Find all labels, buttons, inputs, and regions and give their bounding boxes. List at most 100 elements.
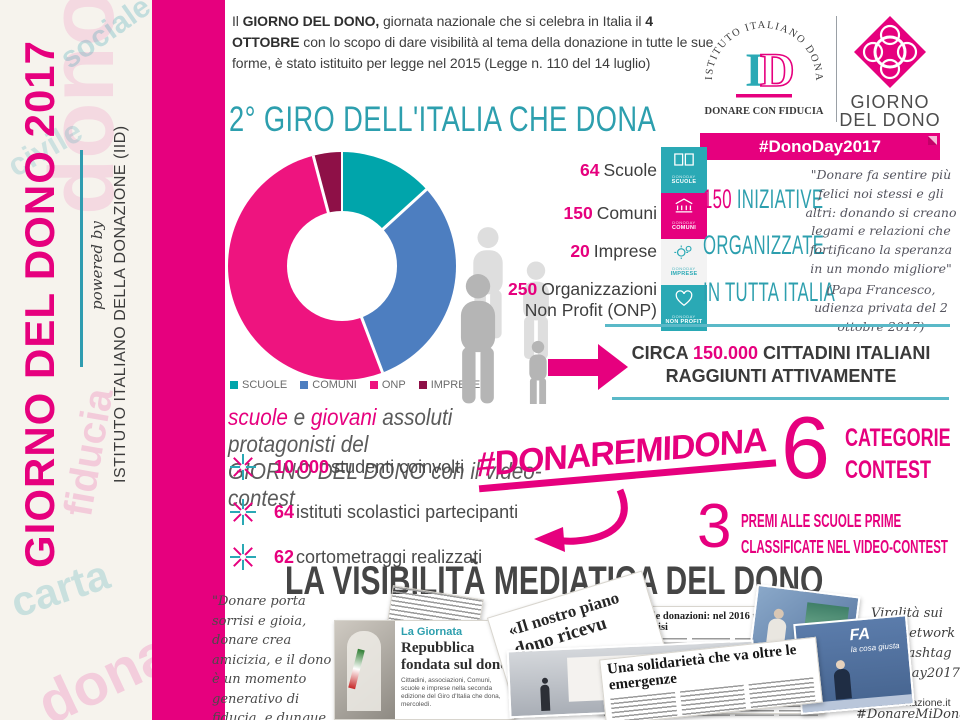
mattarella-quote: "Donare porta sorrisi e gioia, donare cr… xyxy=(212,592,340,720)
reach-number: 150.000 xyxy=(692,343,759,363)
stat-label: Organizzazioni Non Profit (ONP) xyxy=(524,279,657,320)
vc-heading-line1: scuole e giovani assoluti protagonisti d… xyxy=(228,404,561,458)
curvy-arrow xyxy=(555,488,628,545)
page-title: 2° GIRO DELL'ITALIA CHE DONA xyxy=(229,100,657,139)
legend-label: COMUNI xyxy=(312,379,357,391)
person-silhouette xyxy=(540,684,551,711)
gdd-diamond xyxy=(854,16,926,88)
badge-sub: DONODAY xyxy=(672,220,696,225)
bullet-istituti: 64 istituti scolastici partecipanti xyxy=(228,497,518,527)
vc-text: e xyxy=(287,404,311,430)
gdd-logo-graphic: GIORNO DEL DONO xyxy=(839,16,940,130)
prizes-number: 3 xyxy=(697,492,732,561)
prizes-label1: PREMI ALLE SCUOLE PRIME xyxy=(741,511,902,531)
event-title-vertical: GIORNO DEL DONO 2017 xyxy=(16,39,63,568)
stat-label: Comuni xyxy=(596,203,657,223)
watermark-word: dona xyxy=(27,619,152,720)
intro-text: Il xyxy=(232,13,243,29)
chart-legend: SCUOLE COMUNI ONP IMPRESE xyxy=(230,379,480,391)
iid-monogram-d: D xyxy=(760,44,795,97)
bullet-label: cortometraggi realizzati xyxy=(296,546,483,567)
intro-bold-event: GIORNO DEL DONO, xyxy=(242,13,380,29)
categories-label2: CONTEST xyxy=(845,456,932,484)
gears-icon xyxy=(674,245,692,260)
hashtag-underline xyxy=(478,459,777,493)
media-section-title: LA VISIBILITÀ MEDIATICA DEL DONO xyxy=(285,559,824,603)
reach-line1: CIRCA 150.000 CITTADINI ITALIANI xyxy=(616,342,946,365)
iid-monogram-i: I xyxy=(745,44,764,97)
stat-label: Imprese xyxy=(593,241,657,261)
badge-non-profit: DONODAY NON PROFIT xyxy=(661,285,707,331)
stat-label: Scuole xyxy=(603,160,657,180)
right-arrow-icon xyxy=(548,344,628,390)
intro-text: giornata nazionale che si celebra in Ita… xyxy=(379,13,646,29)
bullet-value: 62 xyxy=(274,546,295,567)
donoday-hashtag: #DonoDay2017 xyxy=(759,137,881,156)
curvy-arrow-head xyxy=(534,527,565,552)
legend-swatch xyxy=(369,381,378,389)
gdd-logo-line1: GIORNO xyxy=(850,92,929,112)
star-bullet-icon xyxy=(230,544,256,570)
badge-sub: DONODAY xyxy=(672,174,696,179)
quote-attribution: (Papa Francesco, udienza privata del 2 o… xyxy=(814,281,948,335)
badge-label: SCUOLE xyxy=(671,179,697,185)
left-sidebar: dono sociale civile fiducia carta dona G… xyxy=(0,0,152,720)
bullet-label: istituti scolastici partecipanti xyxy=(296,501,519,522)
star-bullet-icon xyxy=(230,499,256,525)
vc-highlight: scuole xyxy=(228,404,288,430)
clipping-la-giornata: La Giornata Repubblica fondata sul dono … xyxy=(334,620,515,720)
legend-item: COMUNI xyxy=(300,379,357,391)
stat-value: 150 xyxy=(563,203,593,223)
hashtag-callout: #DONAREMIDONA xyxy=(476,424,777,552)
bullet-label: studenti coinvolti xyxy=(331,456,465,477)
bullet-value: 10.000 xyxy=(274,456,330,477)
donut-chart xyxy=(228,152,456,380)
vc-highlight: giovani xyxy=(310,404,377,430)
magenta-accent-bar xyxy=(152,0,225,720)
stat-value: 64 xyxy=(580,160,600,180)
donoday-badge-column: DONODAY SCUOLE DONODAY COMUNI DONODAY IM… xyxy=(661,147,707,331)
legend-item: ONP xyxy=(369,379,406,391)
video-contest-heading: scuole e giovani assoluti protagonisti d… xyxy=(228,404,561,513)
tv-show-title: FA la cosa giusta xyxy=(848,623,900,655)
quote-text: "Donare fa sentire più felici noi stessi… xyxy=(805,167,957,276)
stat-value: 250 xyxy=(508,279,538,299)
stat-value: 20 xyxy=(570,241,590,261)
legend-item: SCUOLE xyxy=(230,379,287,391)
bullet-value: 64 xyxy=(274,501,295,522)
iniziative-callout: 150 INIZIATIVE ORGANIZZATE IN TUTTA ITAL… xyxy=(703,176,835,315)
badge-sub: DONODAY xyxy=(672,314,696,319)
intro-bold-date: 4 OTTOBRE xyxy=(232,13,653,50)
bank-icon xyxy=(675,198,693,213)
clipping-kicker: La Giornata xyxy=(401,626,463,638)
iniziative-number: 150 xyxy=(703,184,732,214)
stat-scuole: 64 Scuole xyxy=(507,160,657,181)
legend-swatch xyxy=(300,381,309,389)
reach-text: CIRCA xyxy=(631,343,693,363)
logo-divider xyxy=(836,16,837,122)
badge-label: IMPRESE xyxy=(670,271,698,277)
clipping-headline: Repubblica fondata sul dono xyxy=(401,640,508,673)
heart-icon xyxy=(675,290,693,307)
donut-hole xyxy=(287,211,397,321)
family-silhouettes-graphic xyxy=(460,227,549,404)
legend-swatch xyxy=(418,381,427,389)
intro-paragraph: Il GIORNO DEL DONO, giornata nazionale c… xyxy=(232,11,720,74)
reach-text: CITTADINI ITALIANI xyxy=(758,343,931,363)
intro-text: con lo scopo di dare visibilità al tema … xyxy=(232,34,714,71)
video-contest-bullets: 10.000 studenti coinvolti 64 istituti scol… xyxy=(228,452,518,587)
badge-label: COMUNI xyxy=(671,225,697,231)
iniziative-line3: IN TUTTA ITALIA xyxy=(703,276,836,307)
iid-tagline: DONARE CON FIDUCIA xyxy=(704,106,823,117)
legend-label: ONP xyxy=(381,379,406,391)
star-bullet-icon xyxy=(230,454,256,480)
pope-quote: "Donare fa sentire più felici noi stessi… xyxy=(804,166,958,337)
iniziative-line1: 150 INIZIATIVE xyxy=(703,176,835,222)
teal-divider-line xyxy=(612,397,949,400)
tv-title-line1: FA xyxy=(848,625,871,645)
stat-comuni: 150 Comuni xyxy=(507,203,657,224)
book-icon xyxy=(674,153,694,166)
clipping-body: Cittadini, associazioni, Comuni, scuole … xyxy=(401,677,501,709)
categories-label1: CATEGORIE xyxy=(845,424,951,452)
